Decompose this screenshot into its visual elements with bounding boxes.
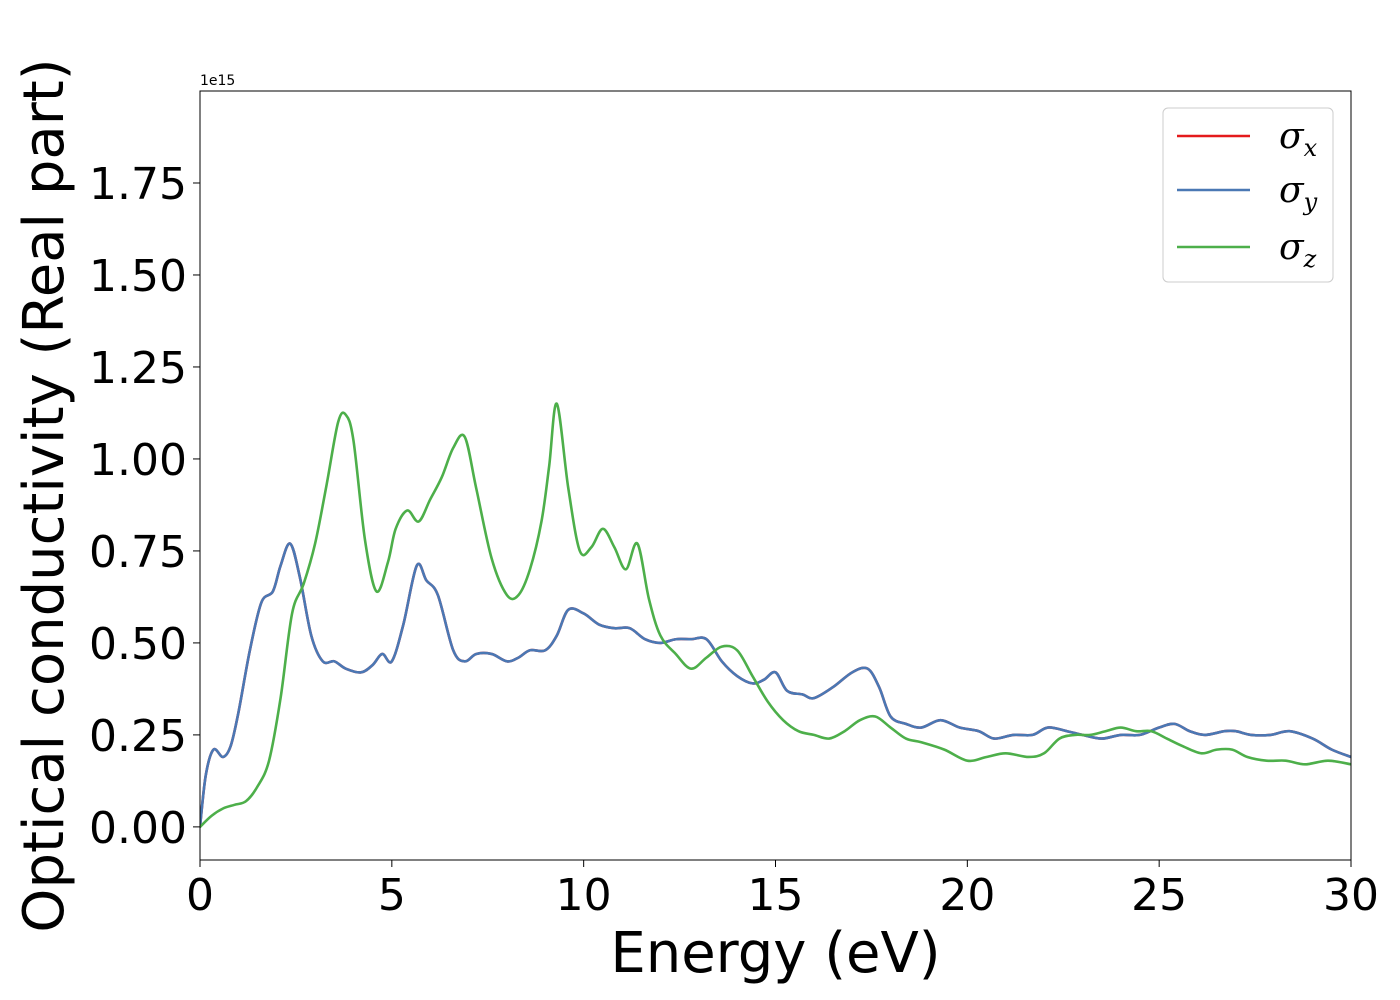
- x-tick-label: 5: [378, 870, 406, 921]
- x-tick-label: 30: [1323, 870, 1379, 921]
- x-tick-label: 20: [939, 870, 995, 921]
- y-axis: 0.00 0.25 0.50 0.75 1.00 1.25 1.50 1.75: [89, 159, 200, 854]
- y-tick-label: 1.50: [89, 251, 187, 302]
- y-tick-label: 0.25: [89, 711, 187, 762]
- x-axis-title: Energy (eV): [610, 921, 940, 986]
- x-tick-label: 0: [186, 870, 214, 921]
- y-offset-label: 1e15: [200, 73, 235, 89]
- y-tick-label: 1.25: [89, 343, 187, 394]
- series-line-z: [200, 402, 1351, 829]
- legend-subscript: x: [1304, 134, 1318, 162]
- x-tick-label: 25: [1131, 870, 1187, 921]
- plot-lines: [200, 402, 1351, 829]
- legend-subscript: y: [1303, 188, 1318, 216]
- legend-symbol: σ: [1279, 116, 1305, 157]
- y-axis-title: Optical conductivity (Real part): [12, 58, 77, 932]
- y-tick-label: 1.75: [89, 159, 187, 210]
- legend-subscript: z: [1303, 245, 1317, 273]
- y-tick-label: 1.00: [89, 435, 187, 486]
- legend-entry-y: σy: [1279, 170, 1318, 216]
- x-tick-label: 10: [556, 870, 612, 921]
- y-tick-label: 0.50: [89, 619, 187, 670]
- legend-box: [1162, 107, 1334, 283]
- y-tick-label: 0.00: [89, 803, 187, 854]
- series-line-y: [200, 542, 1351, 829]
- legend-symbol: σ: [1279, 170, 1305, 211]
- x-axis: 0 5 10 15 20 25 30: [186, 860, 1379, 921]
- legend-symbol: σ: [1279, 227, 1305, 268]
- legend-entry-z: σz: [1279, 227, 1317, 273]
- legend-entry-x: σx: [1279, 116, 1318, 162]
- y-tick-label: 0.75: [89, 527, 187, 578]
- x-tick-label: 15: [748, 870, 804, 921]
